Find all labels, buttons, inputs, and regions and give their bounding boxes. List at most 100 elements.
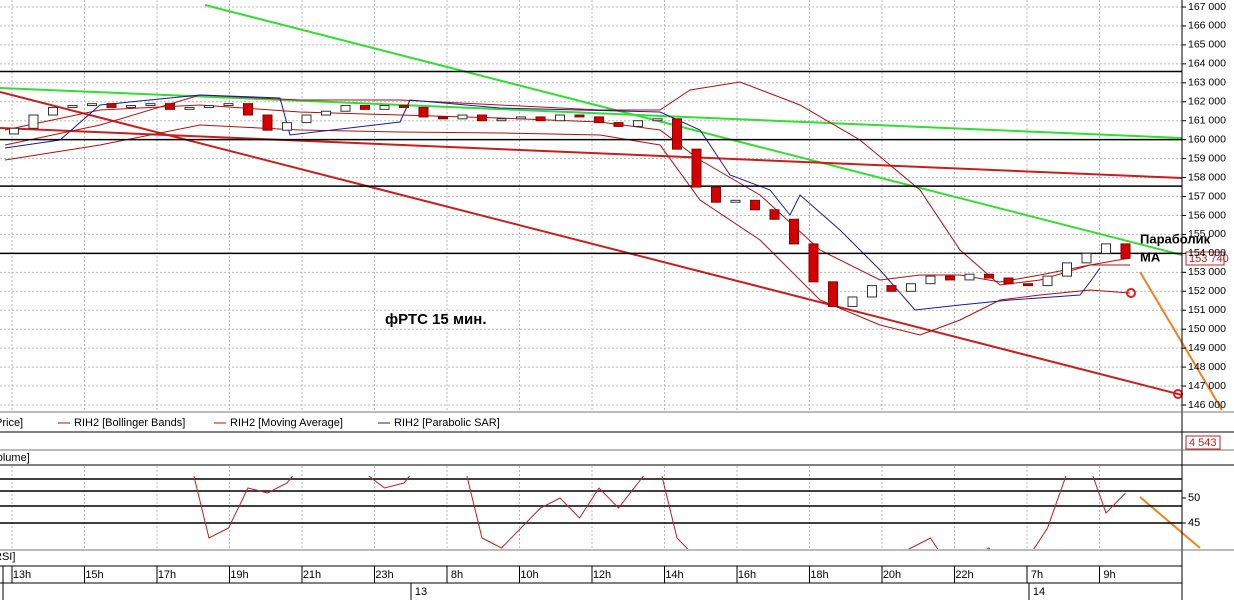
candle-body xyxy=(301,114,312,124)
candle-body xyxy=(1120,243,1131,259)
y-tick-label: 156 000 xyxy=(1188,209,1226,221)
candle-body xyxy=(847,296,858,307)
candle-body xyxy=(1081,252,1092,264)
candle-body xyxy=(789,218,799,245)
rsi-line xyxy=(193,476,1126,549)
candle-body xyxy=(477,114,487,122)
x-tick-label: 18h xyxy=(810,569,828,581)
candle-body xyxy=(1101,243,1111,254)
rsi-tick-label: 45 xyxy=(1188,517,1200,529)
x-tick-label: 23h xyxy=(375,569,393,581)
candle-body xyxy=(223,103,234,107)
candle-body xyxy=(691,148,702,188)
candle-body xyxy=(399,105,409,108)
legend-label: RIH2 [Bollinger Bands] xyxy=(74,417,185,429)
candle-body xyxy=(1023,283,1033,287)
candle-body xyxy=(535,116,546,122)
panel-label: RSI] xyxy=(0,551,15,563)
candle-body xyxy=(262,114,273,131)
candle-body xyxy=(808,243,819,283)
candle-body xyxy=(379,105,390,110)
axes: 167 000 166 000 165 000 164 000 163 000 162 0… xyxy=(11,1,1226,600)
parabolic-sar xyxy=(4,94,1101,311)
candle-body xyxy=(730,199,741,203)
candle-body xyxy=(555,114,565,122)
legend-label: RIH2 [Parabolic SAR] xyxy=(394,417,500,429)
y-tick-label: 153 000 xyxy=(1188,266,1226,278)
candle-body xyxy=(672,118,682,150)
candle-body xyxy=(165,103,175,110)
x-tick-label: 21h xyxy=(303,569,321,581)
candle-body xyxy=(964,273,975,281)
candle-body xyxy=(9,127,19,135)
y-tick-label: 163 000 xyxy=(1188,77,1226,89)
candle-body xyxy=(28,114,39,129)
candle-body xyxy=(184,106,195,110)
day-label: 14 xyxy=(1033,586,1045,598)
candle-body xyxy=(418,106,429,118)
last-price: 153 740 xyxy=(1189,253,1229,265)
y-tick-label: 155 000 xyxy=(1188,228,1226,240)
candle-body xyxy=(711,186,721,203)
y-tick-label: 164 000 xyxy=(1188,58,1226,70)
y-tick-label: 160 000 xyxy=(1188,133,1226,145)
marker xyxy=(1126,288,1136,298)
candle-body xyxy=(204,105,214,108)
day-label: 13 xyxy=(415,586,427,598)
y-tick-label: 158 000 xyxy=(1188,171,1226,183)
candle-body xyxy=(906,283,916,292)
trendline xyxy=(0,91,1182,396)
candle-body xyxy=(769,209,780,220)
panel-label: Volume] xyxy=(0,452,30,464)
y-tick-label: 151 000 xyxy=(1188,304,1226,316)
x-tick-label: 7h xyxy=(1031,569,1043,581)
candle-body xyxy=(886,285,897,292)
trendline xyxy=(0,127,1182,179)
candle-body xyxy=(1003,277,1014,285)
x-tick-label: 19h xyxy=(230,569,248,581)
rsi-panel xyxy=(193,476,1126,549)
x-tick-label: 20h xyxy=(883,569,901,581)
candle-body xyxy=(360,105,370,110)
x-tick-label: 17h xyxy=(158,569,176,581)
candle-body xyxy=(925,275,936,285)
value-box xyxy=(1185,435,1221,450)
candle-body xyxy=(945,275,955,281)
candle-body xyxy=(282,122,292,131)
candle-body xyxy=(438,116,448,120)
candle-body xyxy=(106,103,117,108)
label: Параболик xyxy=(1140,231,1211,246)
x-tick-label: 16h xyxy=(738,569,756,581)
y-tick-label: 167 000 xyxy=(1188,1,1226,13)
candle-body xyxy=(984,273,994,279)
candle-body xyxy=(457,114,468,120)
candle-body xyxy=(750,199,760,211)
y-tick-label: 159 000 xyxy=(1188,152,1226,164)
candle-body xyxy=(613,122,624,127)
legend-label: Price] xyxy=(0,417,23,429)
trendline xyxy=(204,4,1182,256)
candle-body xyxy=(67,105,78,108)
x-tick-label: 13h xyxy=(13,569,31,581)
annotation: фРТС 15 мин. xyxy=(385,311,487,328)
y-tick-label: 154 000 xyxy=(1188,247,1226,259)
candle-body xyxy=(1042,275,1053,287)
y-tick-label: 152 000 xyxy=(1188,285,1226,297)
levels xyxy=(0,70,1182,255)
candle-body xyxy=(321,110,331,116)
candle-body xyxy=(243,103,253,116)
x-tick-label: 8h xyxy=(451,569,463,581)
candle-body xyxy=(340,105,351,112)
forecast-arrow xyxy=(1139,271,1223,411)
rsi-tick-label: 50 xyxy=(1188,492,1200,504)
x-tick-label: 9h xyxy=(1103,569,1115,581)
candle-body xyxy=(574,114,585,118)
y-tick-label: 147 000 xyxy=(1188,380,1226,392)
y-tick-label: 162 000 xyxy=(1188,96,1226,108)
candle-body xyxy=(126,105,136,108)
candle-body xyxy=(87,103,97,107)
value-box xyxy=(1185,251,1225,266)
candle-body xyxy=(594,116,604,124)
